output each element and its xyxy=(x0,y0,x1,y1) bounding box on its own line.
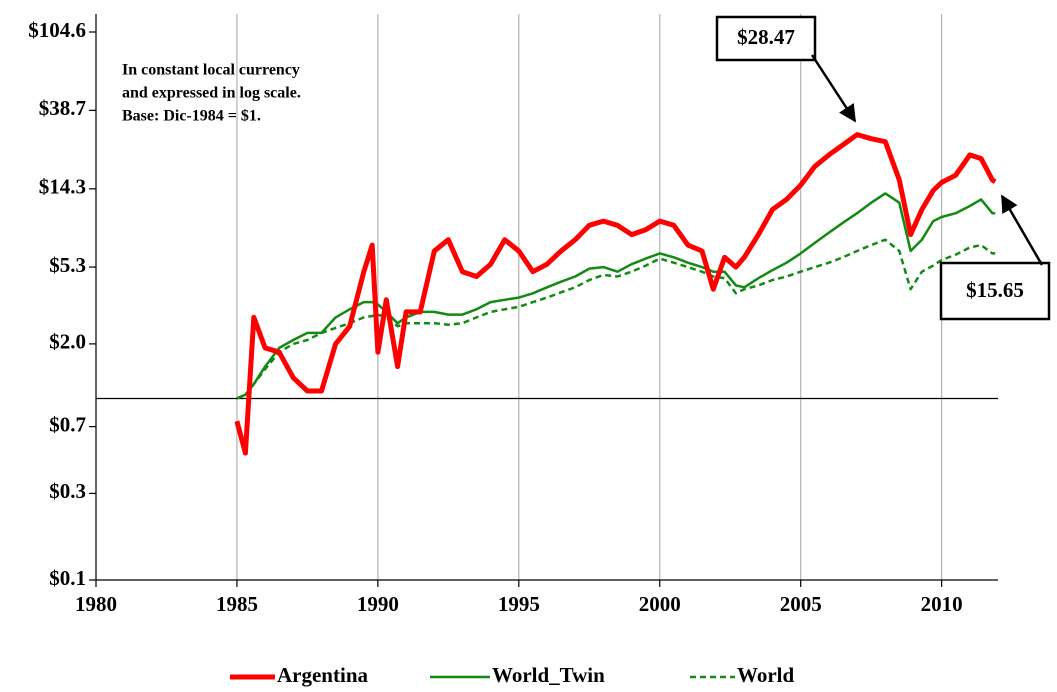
arrow xyxy=(1000,194,1044,266)
y-tick-label: $0.1 xyxy=(49,566,86,590)
y-tick-label: $5.3 xyxy=(49,253,86,277)
x-tick-label: 1995 xyxy=(498,592,540,616)
legend-label: World xyxy=(737,663,794,687)
callout: $28.47 xyxy=(737,25,795,49)
callout-box xyxy=(939,261,1051,321)
callout: $15.65 xyxy=(966,278,1024,302)
y-tick-label: $0.7 xyxy=(49,412,86,436)
x-tick-label: 1985 xyxy=(216,592,258,616)
legend-label: Argentina xyxy=(277,663,368,687)
y-tick-label: $14.3 xyxy=(39,175,86,199)
annotation: and expressed in log scale. xyxy=(122,85,301,102)
annotation: In constant local currency xyxy=(122,62,300,79)
annotation: Base: Dic-1984 = $1. xyxy=(122,108,261,125)
series-line xyxy=(236,192,996,400)
legend-label: World_Twin xyxy=(492,663,605,687)
x-tick-label: 1980 xyxy=(75,592,117,616)
arrow xyxy=(810,54,857,123)
y-tick-label: $2.0 xyxy=(49,330,86,354)
plot xyxy=(234,132,997,456)
series-line xyxy=(234,132,997,456)
callout-box xyxy=(715,15,817,62)
y-tick-label: $104.6 xyxy=(28,18,86,42)
x-tick-label: 2005 xyxy=(780,592,822,616)
x-tick-label: 1990 xyxy=(357,592,399,616)
series-line xyxy=(236,238,996,400)
y-tick-label: $0.3 xyxy=(49,479,86,503)
x-tick-label: 2000 xyxy=(639,592,681,616)
y-tick-label: $38.7 xyxy=(39,96,86,120)
x-tick-label: 2010 xyxy=(921,592,963,616)
